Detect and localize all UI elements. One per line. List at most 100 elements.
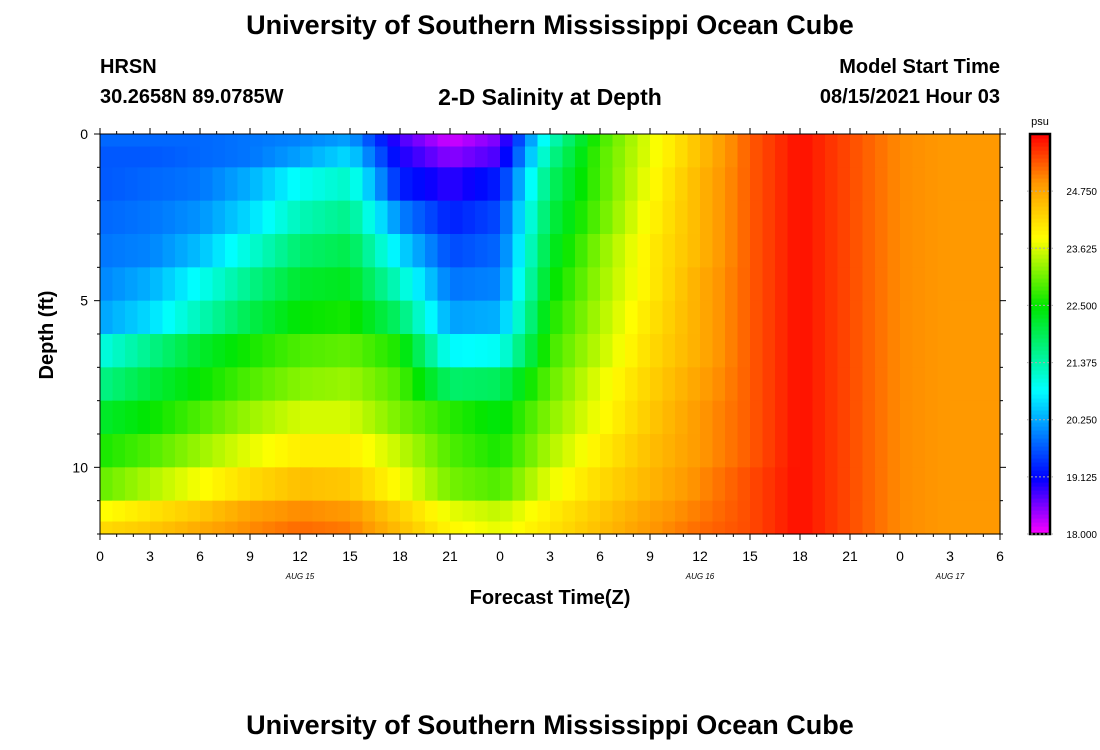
- heatmap-cell: [775, 167, 789, 202]
- colorbar-segment: [1030, 186, 1050, 191]
- colorbar-segment: [1030, 150, 1050, 155]
- heatmap-cell: [450, 367, 464, 402]
- heatmap-cell: [475, 500, 489, 523]
- heatmap-cell: [375, 167, 389, 202]
- heatmap-cell: [912, 167, 926, 202]
- heatmap-cell: [462, 521, 476, 535]
- heatmap-cell: [575, 434, 589, 468]
- heatmap-cell: [200, 334, 214, 368]
- heatmap-cell: [862, 500, 876, 523]
- heatmap-cell: [712, 521, 726, 535]
- heatmap-cell: [387, 234, 401, 268]
- colorbar-segment: [1030, 474, 1050, 479]
- heatmap-cell: [937, 200, 951, 235]
- heatmap-cell: [625, 367, 639, 402]
- heatmap-cell: [462, 434, 476, 468]
- heatmap-cell: [412, 367, 426, 402]
- heatmap-cell: [637, 146, 651, 168]
- colorbar-segment: [1030, 378, 1050, 383]
- heatmap-cell: [162, 167, 176, 202]
- colorbar-segment: [1030, 494, 1050, 499]
- colorbar-segment: [1030, 154, 1050, 159]
- heatmap-cell: [187, 367, 201, 402]
- heatmap-cell: [437, 146, 451, 168]
- heatmap-cell: [812, 267, 826, 302]
- colorbar-segment: [1030, 530, 1050, 535]
- heatmap-cell: [825, 500, 839, 523]
- heatmap-cell: [612, 267, 626, 302]
- heatmap-cell: [737, 300, 751, 335]
- heatmap-cell: [700, 267, 714, 302]
- heatmap-cell: [487, 400, 501, 435]
- heatmap-cell: [837, 367, 851, 402]
- heatmap-cell: [862, 400, 876, 435]
- heatmap-cell: [937, 434, 951, 468]
- heatmap-cell: [637, 200, 651, 235]
- heatmap-cell: [112, 400, 126, 435]
- heatmap-cell: [300, 300, 314, 335]
- heatmap-cell: [562, 334, 576, 368]
- heatmap-cell: [750, 334, 764, 368]
- heatmap-cell: [637, 500, 651, 523]
- heatmap-cell: [512, 267, 526, 302]
- heatmap-cell: [812, 146, 826, 168]
- heatmap-cell: [737, 267, 751, 302]
- heatmap-cell: [650, 134, 664, 148]
- heatmap-cell: [487, 434, 501, 468]
- heatmap-cell: [975, 300, 989, 335]
- heatmap-cell: [975, 367, 989, 402]
- heatmap-cell: [950, 367, 964, 402]
- heatmap-cell: [100, 334, 114, 368]
- date-label: AUG 15: [285, 572, 315, 581]
- heatmap-cell: [900, 200, 914, 235]
- heatmap-cell: [687, 300, 701, 335]
- x-tick-label: 9: [646, 548, 654, 564]
- colorbar-segment: [1030, 218, 1050, 223]
- heatmap-cell: [212, 167, 226, 202]
- heatmap-cell: [462, 367, 476, 402]
- heatmap-cell: [762, 200, 776, 235]
- heatmap-cell: [550, 167, 564, 202]
- heatmap-cell: [662, 200, 676, 235]
- heatmap-cell: [762, 367, 776, 402]
- heatmap-cell: [375, 134, 389, 148]
- heatmap-cell: [800, 500, 814, 523]
- heatmap-cell: [612, 334, 626, 368]
- heatmap-cell: [662, 521, 676, 535]
- heatmap-cell: [900, 434, 914, 468]
- heatmap-cell: [925, 200, 939, 235]
- colorbar-segment: [1030, 354, 1050, 359]
- heatmap-cell: [687, 467, 701, 502]
- heatmap-cell: [837, 334, 851, 368]
- heatmap-cell: [425, 267, 439, 302]
- colorbar-segment: [1030, 518, 1050, 523]
- heatmap-cell: [650, 400, 664, 435]
- heatmap-cell: [962, 334, 976, 368]
- heatmap-cell: [800, 367, 814, 402]
- heatmap-cell: [450, 434, 464, 468]
- heatmap-cell: [987, 434, 1001, 468]
- heatmap-cell: [987, 200, 1001, 235]
- heatmap-cell: [912, 334, 926, 368]
- heatmap-cell: [225, 134, 239, 148]
- heatmap-cell: [425, 167, 439, 202]
- heatmap-cell: [137, 500, 151, 523]
- heatmap-cell: [650, 367, 664, 402]
- heatmap-cell: [375, 300, 389, 335]
- colorbar-segment: [1030, 446, 1050, 451]
- heatmap-cell: [725, 334, 739, 368]
- colorbar-segment: [1030, 278, 1050, 283]
- heatmap-cell: [462, 167, 476, 202]
- heatmap-cell: [412, 521, 426, 535]
- heatmap-cell: [262, 267, 276, 302]
- heatmap-cell: [137, 300, 151, 335]
- heatmap-cell: [500, 267, 514, 302]
- heatmap-cell: [675, 234, 689, 268]
- heatmap-cell: [937, 134, 951, 148]
- heatmap-cell: [237, 167, 251, 202]
- heatmap-cell: [162, 134, 176, 148]
- heatmap-cell: [175, 367, 189, 402]
- colorbar-segment: [1030, 258, 1050, 263]
- heatmap-cell: [725, 267, 739, 302]
